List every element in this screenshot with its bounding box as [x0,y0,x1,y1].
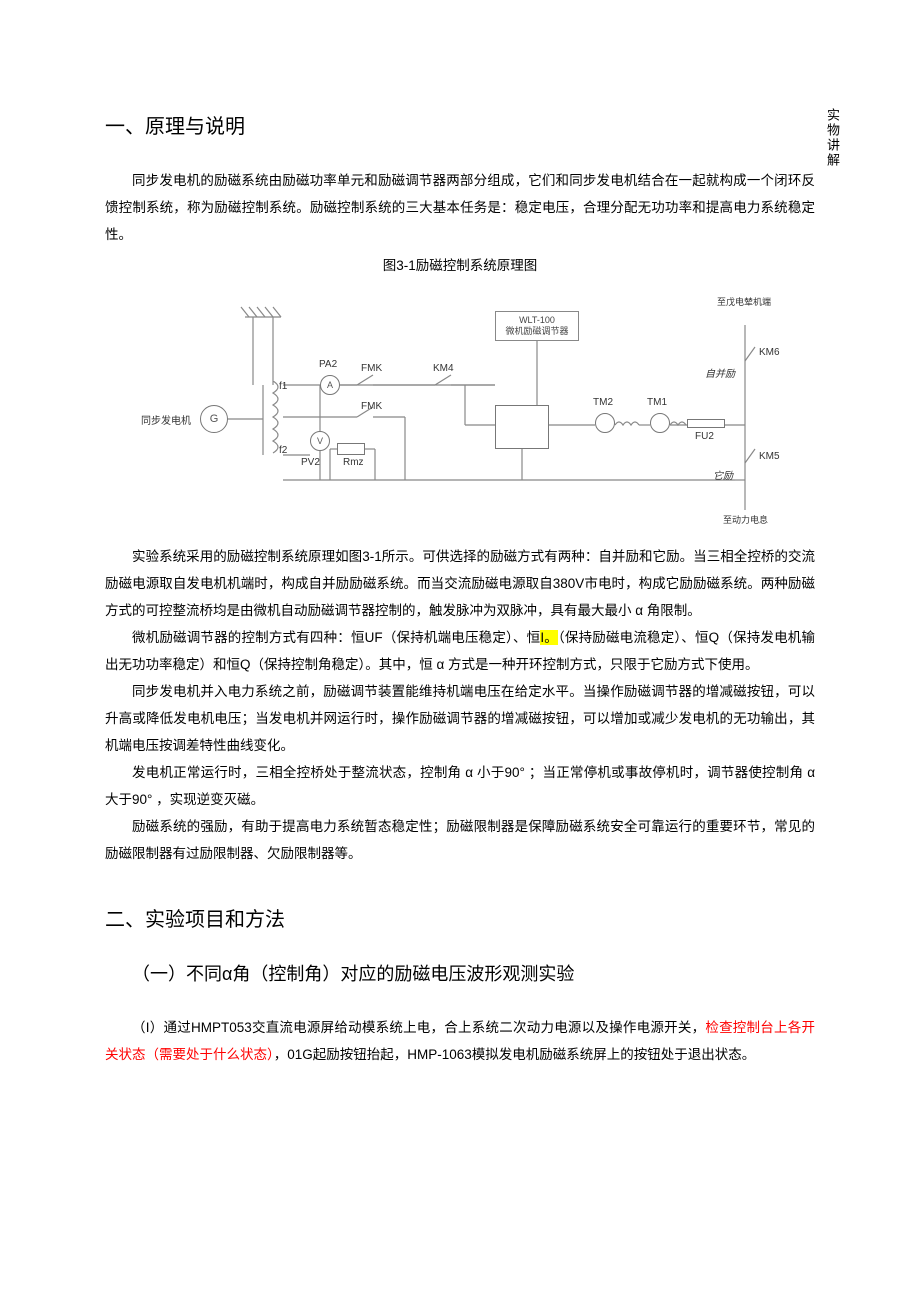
highlighted-text: I。 [540,630,558,645]
rmz-resistor [337,443,365,455]
wlt-controller-box: WLT-100 微机励磁调节器 [495,311,579,341]
bottom-right-label: 至动力电息 [723,513,768,526]
tm2-label: TM2 [593,397,613,408]
pa2-label: PA2 [319,359,337,370]
section-1-p3: 微机励磁调节器的控制方式有四种：恒UF（保持机端电压稳定）、恒I。（保持励磁电流… [105,624,815,678]
figure-caption: 图3-1励磁控制系统原理图 [105,252,815,279]
generator-g-label: G [210,413,219,425]
generator-label: 同步发电机 [141,412,191,427]
km6-label: KM6 [759,347,780,358]
section-1-p1: 同步发电机的励磁系统由励磁功率单元和励磁调节器两部分组成，它们和同步发电机结合在… [105,167,815,248]
section-2-step1: （I）通过HMPT053交直流电源屏给动模系统上电，合上系统二次动力电源以及操作… [105,1014,815,1068]
rmz-label: Rmz [343,457,364,468]
side-note-vertical: 实物讲解 [823,108,842,168]
wlt-subtitle: 微机励磁调节器 [505,326,568,337]
km4-label: KM4 [433,363,454,374]
section-1-p4: 同步发电机并入电力系统之前，励磁调节装置能维持机端电压在给定水平。当操作励磁调节… [105,678,815,759]
tm2-symbol [595,413,615,433]
generator-symbol: G [200,405,228,433]
step1-part-b: ，01G起励按钮抬起，HMP-1063模拟发电机励磁系统屏上的按钮处于退出状态。 [274,1047,756,1062]
section-2-title: 二、实验项目和方法 [105,903,815,932]
top-right-label: 至戊电辇机端 [717,295,771,308]
section-1-p2: 实验系统采用的励磁控制系统原理如图3-1所示。可供选择的励磁方式有两种：自并励和… [105,543,815,624]
section-2-sub1: （一）不同α角（控制角）对应的励磁电压波形观测实验 [105,960,815,986]
tm1-label: TM1 [647,397,667,408]
section-1-title: 一、原理与说明 [105,110,815,139]
tm1-symbol [650,413,670,433]
ammeter-a-label: A [327,380,333,390]
other-excite-label: 它励 [713,467,733,482]
voltmeter-symbol: V [310,431,330,451]
section-1-p5: 发电机正常运行时，三相全控桥处于整流状态，控制角 α 小于90° ；当正常停机或… [105,759,815,813]
wlt-title: WLT-100 [519,315,555,326]
km5-label: KM5 [759,451,780,462]
f1-label: f1 [279,381,287,392]
fu2-fuse [687,419,725,428]
ammeter-symbol: A [320,375,340,395]
f2-label: f2 [279,445,287,456]
thyristor-bridge-box [495,405,549,449]
step1-part-a: （I）通过HMPT053交直流电源屏给动模系统上电，合上系统二次动力电源以及操作… [132,1020,705,1035]
p3-part-a: 微机励磁调节器的控制方式有四种：恒UF（保持机端电压稳定）、恒 [132,630,540,645]
voltmeter-v-label: V [317,436,323,446]
pv2-label: PV2 [301,457,320,468]
section-1-p6: 励磁系统的强励，有助于提高电力系统暂态稳定性；励磁限制器是保障励磁系统安全可靠运… [105,813,815,867]
fmk2-label: FMK [361,401,382,412]
fmk1-label: FMK [361,363,382,374]
self-excite-label: 自并励 [705,365,735,380]
fu2-label: FU2 [695,431,714,442]
excitation-diagram: G A V WLT-100 微机励磁调节器 同步发电机 f1 f2 PA2 PV… [105,285,815,535]
diagram-container: G A V WLT-100 微机励磁调节器 同步发电机 f1 f2 PA2 PV… [105,285,815,535]
